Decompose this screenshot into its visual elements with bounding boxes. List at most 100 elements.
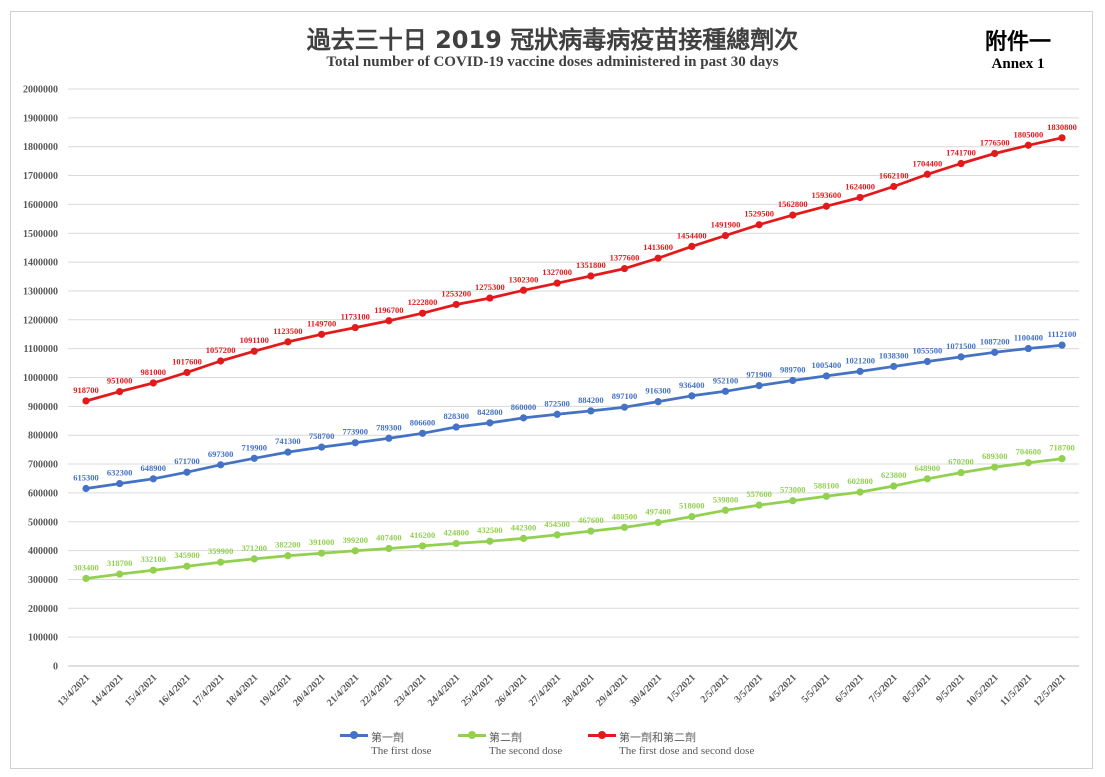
legend-marker-both-doses	[598, 731, 606, 739]
data-label-first-dose: 1100400	[1014, 333, 1043, 343]
data-point-both-doses	[721, 231, 730, 240]
data-point-first-dose	[755, 382, 763, 390]
data-point-second-dose	[755, 501, 763, 509]
y-tick-label: 400000	[28, 546, 58, 557]
data-point-first-dose	[486, 419, 494, 427]
data-point-first-dose	[1024, 344, 1032, 353]
data-label-both-doses: 1624000	[845, 181, 875, 191]
data-label-first-dose: 860000	[511, 402, 537, 412]
data-point-both-doses	[183, 368, 191, 377]
x-tick-label: 25/4/2021	[460, 672, 496, 708]
x-tick-label: 29/4/2021	[594, 672, 630, 708]
data-point-second-dose	[317, 549, 326, 557]
data-point-both-doses	[1058, 134, 1066, 142]
y-tick-label: 1800000	[23, 142, 58, 153]
y-tick-label: 1300000	[23, 286, 58, 297]
data-point-both-doses	[688, 242, 696, 251]
data-label-first-dose: 806600	[410, 417, 436, 427]
data-point-second-dose	[822, 492, 831, 500]
annex-label-en: Annex 1	[991, 56, 1045, 72]
data-label-second-dose: 467600	[578, 515, 604, 525]
data-point-first-dose	[957, 353, 965, 361]
x-tick-label: 2/5/2021	[699, 672, 732, 705]
data-point-second-dose	[654, 518, 662, 527]
x-tick-label: 9/5/2021	[934, 672, 967, 705]
data-point-first-dose	[991, 348, 999, 356]
data-label-both-doses: 1805000	[1013, 129, 1043, 139]
data-label-second-dose: 345900	[174, 550, 200, 560]
data-label-both-doses: 951000	[107, 376, 133, 386]
x-tick-label: 10/5/2021	[964, 672, 1000, 708]
data-point-second-dose	[721, 506, 730, 514]
x-tick-label: 11/5/2021	[998, 672, 1034, 708]
data-label-second-dose: 371200	[242, 543, 268, 553]
data-label-first-dose: 697300	[208, 449, 234, 459]
y-tick-label: 700000	[28, 460, 58, 471]
x-tick-label: 19/4/2021	[258, 672, 294, 708]
data-point-both-doses	[217, 357, 225, 365]
data-point-second-dose	[789, 497, 797, 505]
y-tick-label: 0	[53, 662, 58, 673]
data-label-first-dose: 952100	[713, 375, 739, 385]
data-label-first-dose: 1055500	[913, 345, 943, 355]
data-point-first-dose	[351, 439, 359, 447]
data-label-both-doses: 1593600	[812, 190, 842, 200]
data-point-first-dose	[822, 372, 831, 380]
data-label-first-dose: 872500	[544, 398, 570, 408]
data-label-second-dose: 442300	[511, 522, 537, 532]
data-label-second-dose: 391000	[309, 537, 335, 547]
data-point-second-dose	[284, 552, 292, 560]
series-line-both-doses	[85, 136, 1063, 403]
data-point-first-dose	[452, 423, 460, 431]
legend-marker-second-dose	[468, 731, 476, 739]
legend-label-both-doses-zh: 第一劑和第二劑	[619, 731, 696, 744]
data-label-both-doses: 1173100	[341, 312, 370, 322]
x-tick-label: 1/5/2021	[665, 672, 698, 705]
data-label-first-dose: 648900	[141, 463, 167, 473]
y-tick-label: 800000	[28, 431, 58, 442]
data-label-second-dose: 539800	[713, 494, 739, 504]
data-label-both-doses: 1017600	[172, 356, 202, 366]
data-point-first-dose	[284, 448, 292, 456]
data-label-first-dose: 773900	[342, 427, 368, 437]
data-point-first-dose	[1058, 341, 1066, 349]
data-label-both-doses: 1491900	[711, 220, 741, 230]
data-point-both-doses	[284, 338, 292, 346]
data-point-first-dose	[890, 362, 898, 371]
data-label-second-dose: 670200	[948, 457, 974, 467]
data-point-first-dose	[856, 367, 864, 375]
data-point-both-doses	[250, 347, 258, 355]
series-line-first-dose	[85, 343, 1063, 490]
data-point-second-dose	[149, 566, 157, 574]
data-label-second-dose: 416200	[410, 530, 436, 540]
data-label-second-dose: 432500	[477, 525, 503, 535]
data-label-first-dose: 897100	[612, 391, 638, 401]
data-point-second-dose	[688, 512, 696, 521]
data-label-second-dose: 689300	[982, 451, 1008, 461]
series-line-second-dose	[85, 457, 1063, 580]
y-tick-label: 1500000	[23, 229, 58, 240]
data-label-first-dose: 671700	[174, 456, 200, 466]
x-tick-label: 21/4/2021	[325, 672, 361, 708]
data-point-first-dose	[519, 414, 528, 422]
data-point-both-doses	[789, 211, 797, 219]
data-point-first-dose	[587, 407, 595, 415]
x-tick-label: 30/4/2021	[628, 672, 664, 708]
data-point-both-doses	[553, 279, 561, 287]
data-point-both-doses	[755, 221, 763, 229]
data-label-first-dose: 758700	[309, 431, 335, 441]
data-label-first-dose: 1112100	[1048, 329, 1077, 339]
data-label-second-dose: 332100	[141, 554, 167, 564]
data-point-second-dose	[587, 527, 595, 535]
data-label-both-doses: 1327000	[542, 267, 572, 277]
data-point-second-dose	[385, 544, 393, 553]
legend-label-first-dose-en: The first dose	[371, 745, 432, 757]
data-point-second-dose	[351, 547, 359, 555]
data-label-both-doses: 1123500	[273, 326, 302, 336]
data-label-second-dose: 454500	[544, 519, 570, 529]
data-point-second-dose	[620, 523, 629, 531]
data-label-first-dose: 1071500	[946, 341, 976, 351]
data-label-both-doses: 1149700	[307, 318, 336, 328]
data-label-both-doses: 1413600	[643, 242, 673, 252]
